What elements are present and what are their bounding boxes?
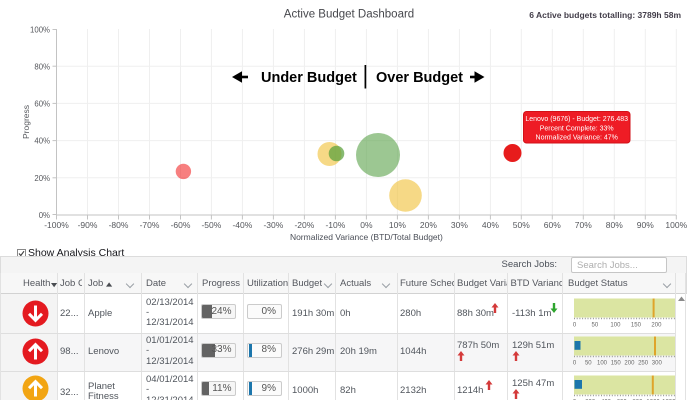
svg-text:6 Active budgets totalling: 37: 6 Active budgets totalling: 3789h 58m [529,10,681,20]
svg-text:250: 250 [638,361,649,367]
svg-text:20%: 20% [420,220,437,230]
svg-text:10%: 10% [389,220,406,230]
svg-text:Progress: Progress [21,105,31,139]
svg-text:-10%: -10% [325,220,345,230]
svg-text:150: 150 [611,361,622,367]
svg-text:-100%: -100% [44,220,69,230]
svg-text:20%: 20% [34,174,50,183]
svg-text:-60%: -60% [171,220,191,230]
svg-text:50%: 50% [513,220,530,230]
svg-text:Normalized Variance (BTD/Total: Normalized Variance (BTD/Total Budget) [290,232,443,242]
svg-text:90%: 90% [637,220,654,230]
svg-text:70%: 70% [575,220,592,230]
svg-text:Over Budget: Over Budget [376,70,463,86]
svg-text:50: 50 [585,361,592,367]
svg-text:80%: 80% [34,63,50,72]
svg-text:Normalized Variance: 47%: Normalized Variance: 47% [536,135,618,142]
svg-text:Percent Complete: 33%: Percent Complete: 33% [540,125,614,132]
svg-text:80%: 80% [606,220,623,230]
svg-text:60%: 60% [34,100,50,109]
svg-text:0: 0 [573,322,577,328]
svg-text:0: 0 [573,361,577,367]
svg-text:Active Budget Dashboard: Active Budget Dashboard [284,9,414,21]
svg-text:-40%: -40% [232,220,252,230]
svg-text:150: 150 [631,322,642,328]
svg-text:Lenovo (9676) - Budget: 276.48: Lenovo (9676) - Budget: 276.483 [525,116,628,123]
svg-text:300: 300 [652,361,663,367]
svg-text:40%: 40% [482,220,499,230]
svg-text:Under Budget: Under Budget [261,70,357,86]
svg-text:60%: 60% [544,220,561,230]
svg-text:0%: 0% [39,211,50,220]
svg-text:-30%: -30% [263,220,283,230]
svg-text:0%: 0% [360,220,373,230]
svg-text:100: 100 [597,361,608,367]
svg-text:30%: 30% [451,220,468,230]
svg-text:100%: 100% [30,26,50,35]
svg-text:100: 100 [610,322,621,328]
svg-text:-20%: -20% [294,220,314,230]
svg-text:100%: 100% [665,220,687,230]
svg-text:-90%: -90% [78,220,98,230]
svg-text:40%: 40% [34,137,50,146]
svg-text:200: 200 [624,361,635,367]
svg-text:-50%: -50% [201,220,221,230]
svg-text:-70%: -70% [140,220,160,230]
svg-text:200: 200 [651,322,662,328]
svg-text:50: 50 [592,322,599,328]
svg-text:-80%: -80% [109,220,129,230]
